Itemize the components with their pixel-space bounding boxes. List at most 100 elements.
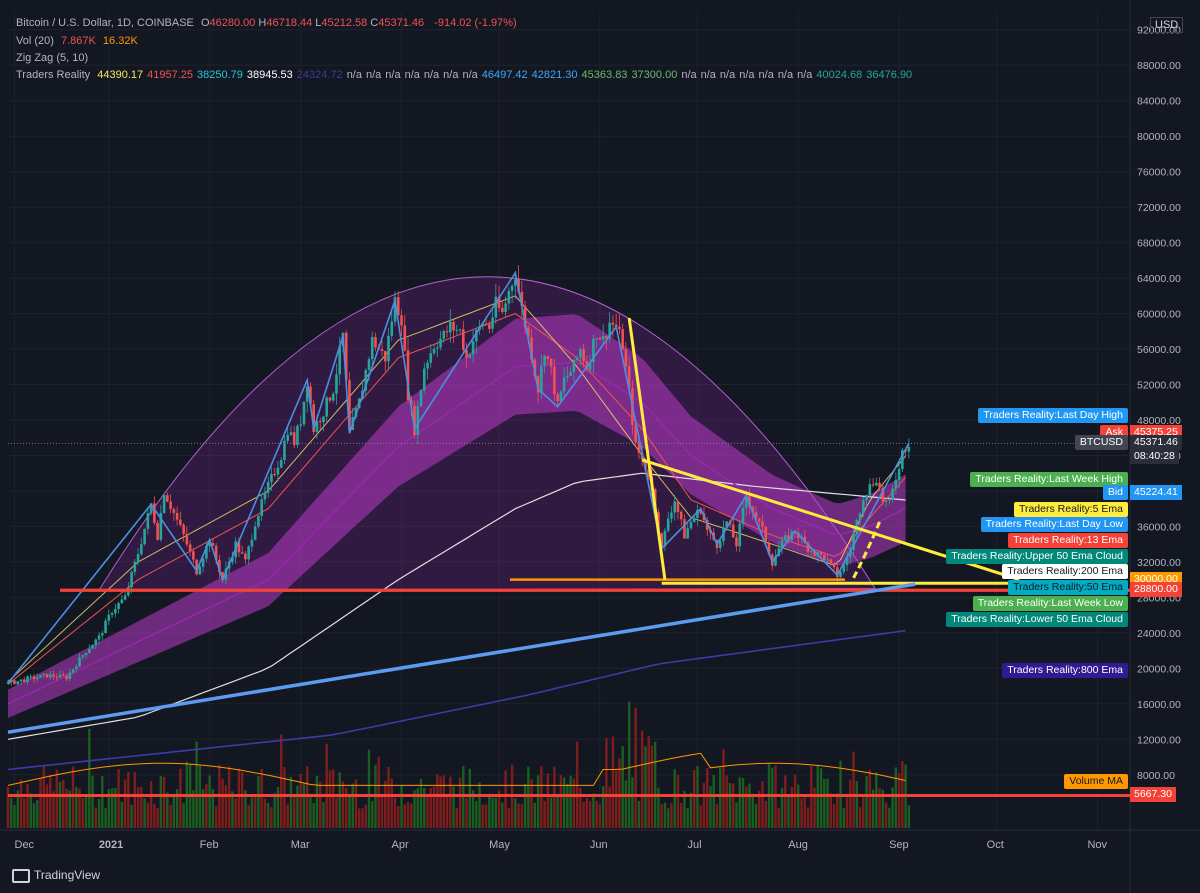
candle-body [465,349,468,358]
candle-body [400,315,403,326]
volume-bar [315,775,319,828]
level-label-9: Traders Reality:200 Ema [1002,563,1128,579]
level-label-4: Bid [1102,484,1128,500]
candle-body [836,567,839,577]
volume-bar [237,768,241,828]
traders-reality-legend[interactable]: Traders Reality 44390.17 41957.25 38250.79… [16,69,920,82]
volume-bar [468,768,472,828]
volume-bar [117,769,120,828]
volume-bar [104,808,107,828]
candle-body [455,329,459,331]
volume-bar [270,807,273,828]
y-tick-label: 84000.00 [1137,96,1181,108]
candle-body [572,359,576,372]
volume-bar [666,808,670,828]
candle-body [744,495,748,508]
x-tick-label: Dec [15,839,35,851]
candle-body [244,553,247,560]
volume-bar [507,807,511,828]
traders-reality-value-24: 36476.90 [866,69,913,81]
candle-body [813,551,816,557]
candle-body [897,468,901,481]
candle-body [884,500,888,502]
volume-bar [517,803,520,828]
symbol-title: Bitcoin / U.S. Dollar, 1D, COINBASE [16,17,194,29]
volume-bar [897,773,901,828]
traders-reality-label: Traders Reality [16,69,91,81]
candle-body [553,366,556,395]
level-label-3: Traders Reality:Last Week High [970,472,1128,488]
candle-body [839,571,842,577]
candle-body [527,327,530,338]
candle-body [328,397,332,401]
volume-bar [813,787,816,828]
volume-bar [292,796,296,828]
candle-body [530,337,533,360]
candle-body [205,546,208,559]
volume-bar [621,746,624,828]
candle-body [289,432,293,435]
volume-bar [91,775,94,828]
candle-body [185,533,189,545]
volume-bar [680,803,683,828]
level-price-tag-2: 5667.30 [1130,787,1176,803]
currency-button[interactable]: USD [1150,17,1184,33]
level-label-7: Traders Reality:13 Ema [1008,532,1128,548]
candle-body [16,681,20,685]
volume-bar [484,804,488,828]
candle-body [123,595,127,600]
price-change: -914.02 (-1.97%) [434,17,517,29]
volume-bar [286,804,289,828]
traders-reality-value-5: n/a [346,69,362,81]
candle-body [309,386,312,405]
breakout-dashed-line [852,521,881,579]
volume-bar [745,786,748,828]
volume-bar [169,804,172,828]
volume-bar [289,776,293,828]
volume-bar [81,798,84,828]
volume-bar [371,801,374,828]
y-tick-label: 24000.00 [1137,628,1181,640]
volume-bar [419,778,423,828]
traders-reality-value-12: 46497.42 [481,69,528,81]
candle-body [55,676,59,678]
zigzag-legend[interactable]: Zig Zag (5, 10) [16,52,92,65]
volume-bar [166,792,169,828]
candle-body [110,613,114,615]
y-tick-label: 20000.00 [1137,663,1181,675]
volume-legend[interactable]: Vol (20) 7.867K 16.32K [16,35,142,48]
tradingview-brand[interactable]: TradingView [12,868,100,883]
volume-bar [179,768,182,828]
candle-body [257,515,260,527]
candle-body [462,329,465,350]
volume-bar [475,801,478,828]
candle-body [575,357,579,360]
volume-bar [436,774,439,828]
candle-body [858,513,862,521]
ema50-line [7,361,906,705]
candle-body [683,519,686,539]
volume-bar [699,805,702,828]
volume-bar [439,776,442,828]
candle-body [305,386,309,402]
volume-ma-line [7,752,906,786]
volume-bar [133,772,137,828]
traders-reality-value-21: n/a [777,69,794,81]
volume-bar [338,772,341,828]
traders-reality-value-7: n/a [385,69,401,81]
volume-bar [650,745,654,828]
traders-reality-value-19: n/a [739,69,755,81]
x-tick-label: May [489,839,510,851]
volume-bar [878,788,881,828]
candle-body [731,524,735,538]
candle-body [634,424,637,443]
candle-body [452,321,455,331]
candle-body [58,674,62,678]
candle-body [292,432,296,446]
volume-bar [266,802,270,828]
volume-bar [761,781,764,828]
volume-bar [728,783,732,828]
volume-bar [175,789,179,828]
candle-body [218,559,221,573]
